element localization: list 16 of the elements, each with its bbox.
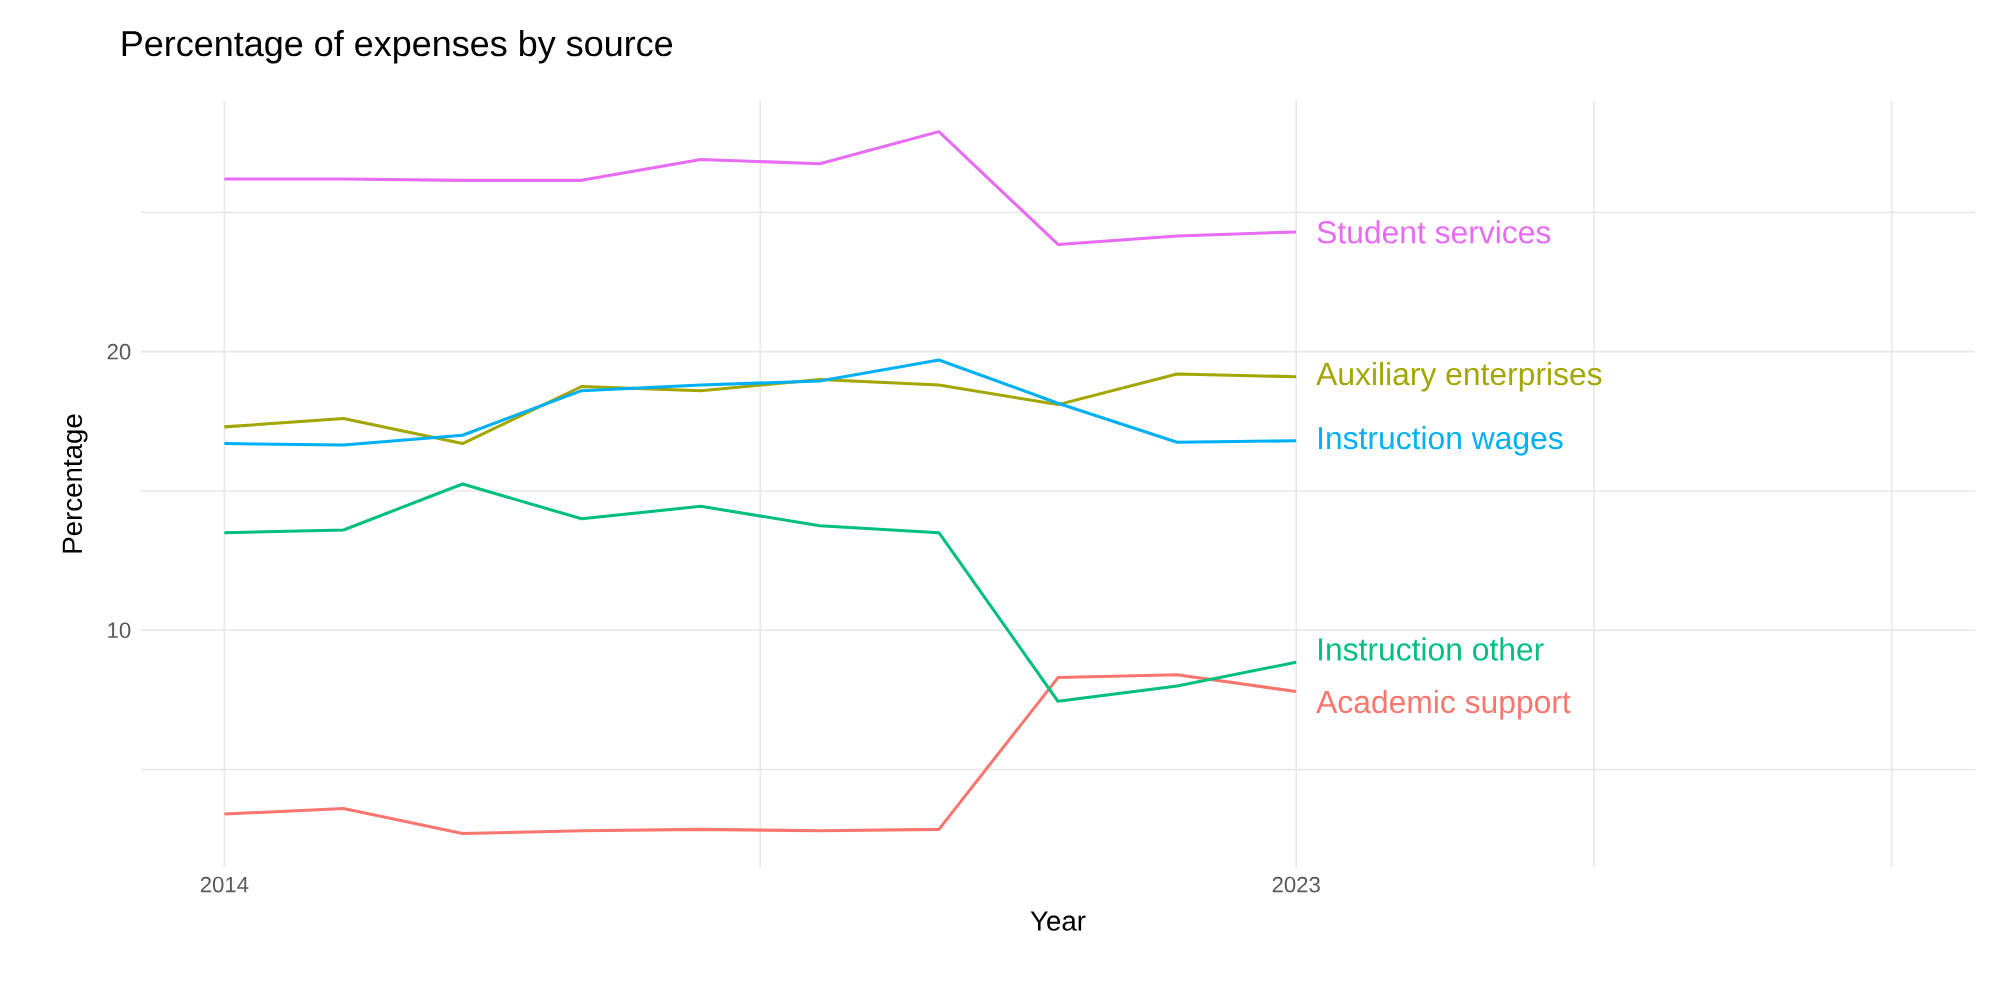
chart-title: Percentage of expenses by source [122,29,673,64]
line-series [222,358,1298,447]
series-label: Academic support [1316,689,1571,720]
series-label: Student services [1317,220,1551,244]
x-tick-label: 2014 [200,876,249,893]
x-axis-title: Year [1030,911,1086,931]
y-tick-label: 10 [108,622,131,639]
y-tick-label: 20 [107,343,131,360]
line-series [222,673,1298,836]
series-label: Auxiliary enterprises [1316,361,1602,392]
line-series [222,130,1298,246]
series-label: Instruction wages [1319,426,1563,456]
line-series [222,482,1298,703]
series-label: Instruction other [1319,637,1544,661]
x-tick-label: 2023 [1272,876,1320,893]
y-axis-title: Percentage [62,414,88,553]
